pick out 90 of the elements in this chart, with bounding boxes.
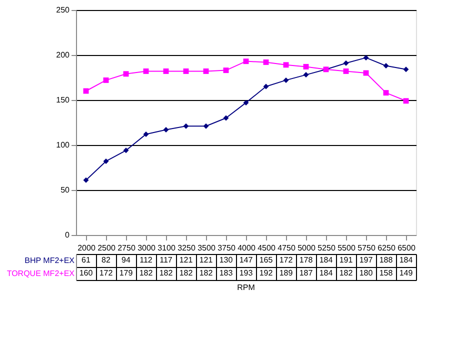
x-tick-label: 6250 [378, 244, 396, 252]
data-label: 179 [119, 268, 134, 278]
data-label: 121 [179, 256, 194, 264]
data-label: 189 [279, 268, 294, 278]
point [283, 77, 289, 83]
point [263, 84, 269, 90]
data-label: 82 [102, 256, 111, 264]
data-label: 183 [219, 268, 234, 278]
point [283, 62, 289, 68]
data-label: 184 [399, 256, 414, 264]
data-label: 182 [159, 268, 174, 278]
x-tick-label: 3100 [158, 244, 176, 252]
point [123, 71, 129, 77]
x-tick-label: 5000 [298, 244, 316, 252]
x-tick-label: 5750 [358, 244, 376, 252]
point [343, 68, 349, 74]
x-tick-label: 5500 [338, 244, 356, 252]
data-label: 192 [259, 268, 274, 278]
x-tick-label: 2000 [78, 244, 96, 252]
point [223, 115, 229, 121]
point [383, 90, 389, 96]
data-label: 187 [299, 268, 314, 278]
point [263, 59, 269, 65]
data-label: 172 [99, 268, 114, 278]
point [303, 72, 309, 78]
x-tick-label: 2750 [118, 244, 136, 252]
point [403, 98, 409, 104]
point [143, 131, 149, 137]
point [123, 148, 129, 154]
text: TORQUE MF2+EX [6, 269, 76, 278]
y-tick-label: 100 [56, 140, 70, 150]
data-label: 130 [219, 256, 234, 264]
point [203, 123, 209, 129]
data-label: 172 [279, 256, 294, 264]
x-tick-label: 4500 [258, 244, 276, 252]
data-label: 61 [82, 256, 91, 264]
point [243, 100, 249, 106]
y-tick-label: 200 [56, 50, 70, 60]
x-tick-label: 3000 [138, 244, 156, 252]
text: BHP MF2+EX [24, 256, 76, 265]
data-label: 184 [319, 256, 334, 264]
x-tick-label: 2500 [98, 244, 116, 252]
point [303, 64, 309, 70]
point [203, 68, 209, 74]
data-label: 165 [259, 256, 274, 264]
x-tick-label: 3500 [198, 244, 216, 252]
data-label: 180 [359, 268, 374, 278]
data-label: 197 [359, 256, 374, 264]
point [143, 68, 149, 74]
point [243, 58, 249, 64]
point [163, 126, 169, 132]
point [403, 66, 409, 72]
data-label: 178 [299, 256, 314, 264]
data-label: 149 [399, 268, 414, 278]
data-label: 193 [239, 268, 254, 278]
data-label: 160 [79, 268, 94, 278]
y-tick-label: 150 [56, 96, 70, 104]
point [183, 123, 189, 129]
data-label: 184 [319, 268, 334, 278]
point [223, 68, 229, 74]
data-label: 182 [139, 268, 154, 278]
data-label: 182 [179, 268, 194, 278]
point [383, 63, 389, 69]
data-label: 182 [199, 268, 214, 278]
data-label: 94 [122, 256, 131, 264]
data-label: 112 [140, 256, 153, 264]
point [83, 177, 89, 183]
data-label: 147 [239, 256, 254, 264]
x-tick-label: 6500 [398, 244, 416, 252]
x-tick-label: 3250 [178, 244, 196, 252]
point [363, 54, 369, 60]
y-tick-label: 50 [60, 186, 70, 194]
point [163, 68, 169, 74]
x-tick-label: 4000 [238, 244, 256, 252]
data-label: 182 [339, 268, 354, 278]
data-label: 121 [199, 256, 214, 264]
point [103, 77, 109, 83]
data-label: 117 [160, 256, 173, 264]
data-label: 191 [339, 256, 354, 264]
point [183, 68, 189, 74]
point [103, 158, 109, 164]
data-label: 188 [379, 256, 394, 264]
x-axis-title: RPM [237, 283, 256, 292]
y-tick-label: 250 [56, 6, 70, 14]
point [343, 60, 349, 66]
data-label: 158 [379, 268, 394, 278]
x-tick-label: 4750 [278, 244, 296, 252]
x-tick-label: 5250 [318, 244, 336, 252]
x-tick-label: 3750 [218, 244, 236, 252]
y-tick-label: 0 [65, 230, 70, 240]
